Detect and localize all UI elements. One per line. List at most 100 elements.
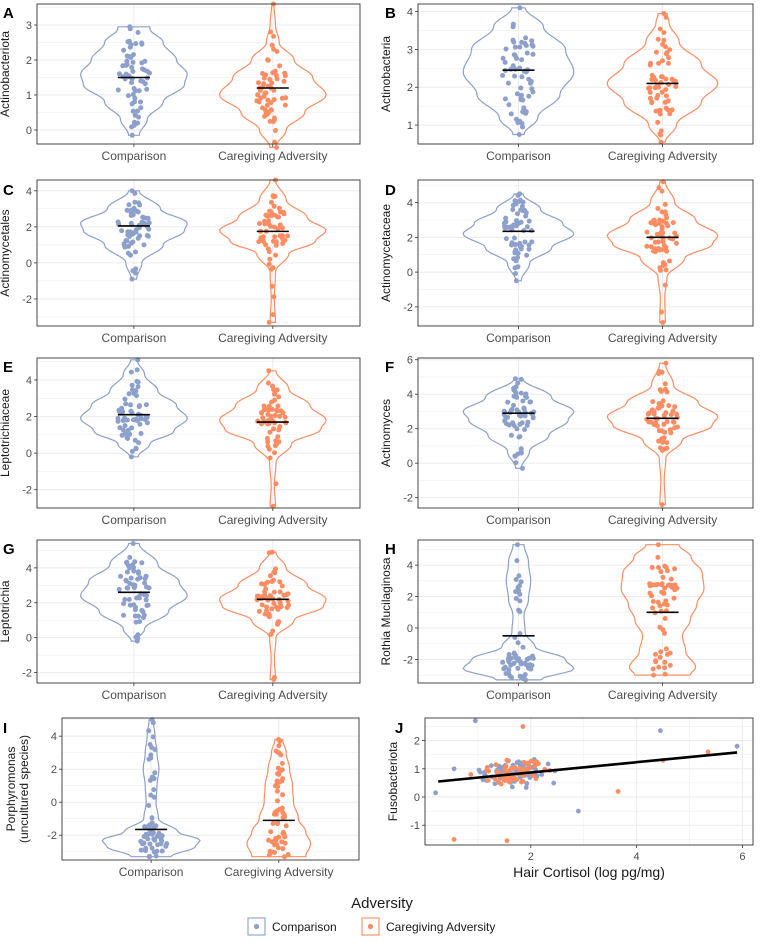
point-comparison [517,243,523,249]
point-adversity [268,199,274,205]
point-comparison [135,576,141,582]
x-tick-label-adversity: Caregiving Adversity [608,331,717,345]
point-comparison [154,848,160,854]
point-comparison [472,718,478,724]
point-adversity [272,68,278,74]
point-adversity [655,554,661,560]
y-axis-title: Actinobacteria [379,36,393,112]
point-comparison [116,586,122,592]
point-adversity [272,224,277,230]
y-tick-label: 4 [26,563,32,575]
point-adversity [267,256,273,262]
point-comparison [164,841,170,847]
point-comparison [122,597,128,602]
point-adversity [663,14,669,20]
point-adversity [507,779,512,785]
point-adversity [269,42,275,48]
point-adversity [281,854,287,860]
point-comparison [133,446,139,452]
point-adversity [659,502,665,508]
x-tick-label: 4 [634,851,640,863]
point-adversity [271,294,277,300]
point-adversity [662,616,668,621]
point-comparison [517,591,523,597]
point-adversity [662,386,668,392]
x-tick-label: 6 [739,851,745,863]
x-tick-label-comparison: Comparison [486,149,551,163]
point-comparison [506,422,512,428]
point-adversity [281,592,287,598]
point-comparison [129,80,134,85]
point-adversity [649,565,655,570]
point-comparison [520,97,526,103]
point-comparison [500,659,506,665]
point-adversity [665,98,671,104]
point-comparison [139,560,145,566]
point-adversity [502,778,508,783]
point-adversity [669,76,675,82]
y-tick-label: 4 [407,7,413,19]
point-adversity [658,649,664,655]
point-comparison [128,402,133,408]
point-comparison [530,415,536,421]
point-adversity [263,90,269,96]
point-adversity [269,399,275,405]
point-comparison [136,594,142,600]
point-comparison [116,71,122,77]
regression-line [438,751,738,783]
point-comparison [524,252,530,258]
point-comparison [522,239,528,245]
point-comparison [127,602,133,608]
legend-key-dot-comparison [253,923,260,930]
point-adversity [658,231,663,237]
point-comparison [518,376,524,382]
point-adversity [650,399,656,405]
point-comparison [136,613,141,619]
point-comparison [159,838,165,844]
point-comparison [527,399,533,405]
point-adversity [661,30,667,36]
y-tick-label: 2 [407,424,413,436]
violin-adversity [606,181,719,324]
point-adversity [662,446,668,452]
point-comparison [135,384,141,390]
point-comparison [129,101,135,107]
point-comparison [128,575,134,581]
point-comparison [136,114,142,120]
point-comparison [658,728,663,734]
point-adversity [672,587,678,593]
point-adversity [272,212,278,218]
point-comparison [125,93,131,99]
point-adversity [281,211,287,217]
point-comparison [512,73,518,79]
point-comparison [515,250,521,256]
point-adversity [267,455,273,461]
point-comparison [526,76,532,82]
y-axis-title: Leptotrichia [0,580,12,642]
plot-background [418,540,753,683]
x-tick-label-comparison: Comparison [102,331,167,345]
point-comparison [134,638,140,644]
point-adversity [279,839,285,845]
point-comparison [143,831,149,837]
point-adversity [262,107,268,113]
point-adversity [274,788,280,794]
point-adversity [266,837,272,843]
point-comparison [151,787,157,793]
plot-frame [36,357,361,509]
point-comparison [150,734,156,740]
point-adversity [652,77,658,83]
point-adversity [267,573,273,579]
point-adversity [663,220,669,226]
point-comparison [513,589,519,595]
point-comparison [521,406,527,412]
point-comparison [488,763,494,768]
point-comparison [140,841,145,847]
point-adversity [650,605,656,611]
point-adversity [644,243,650,249]
y-tick-label: 2 [26,55,32,67]
point-adversity [255,92,261,98]
point-adversity [655,36,661,42]
point-adversity [274,808,280,814]
point-comparison [125,250,131,256]
